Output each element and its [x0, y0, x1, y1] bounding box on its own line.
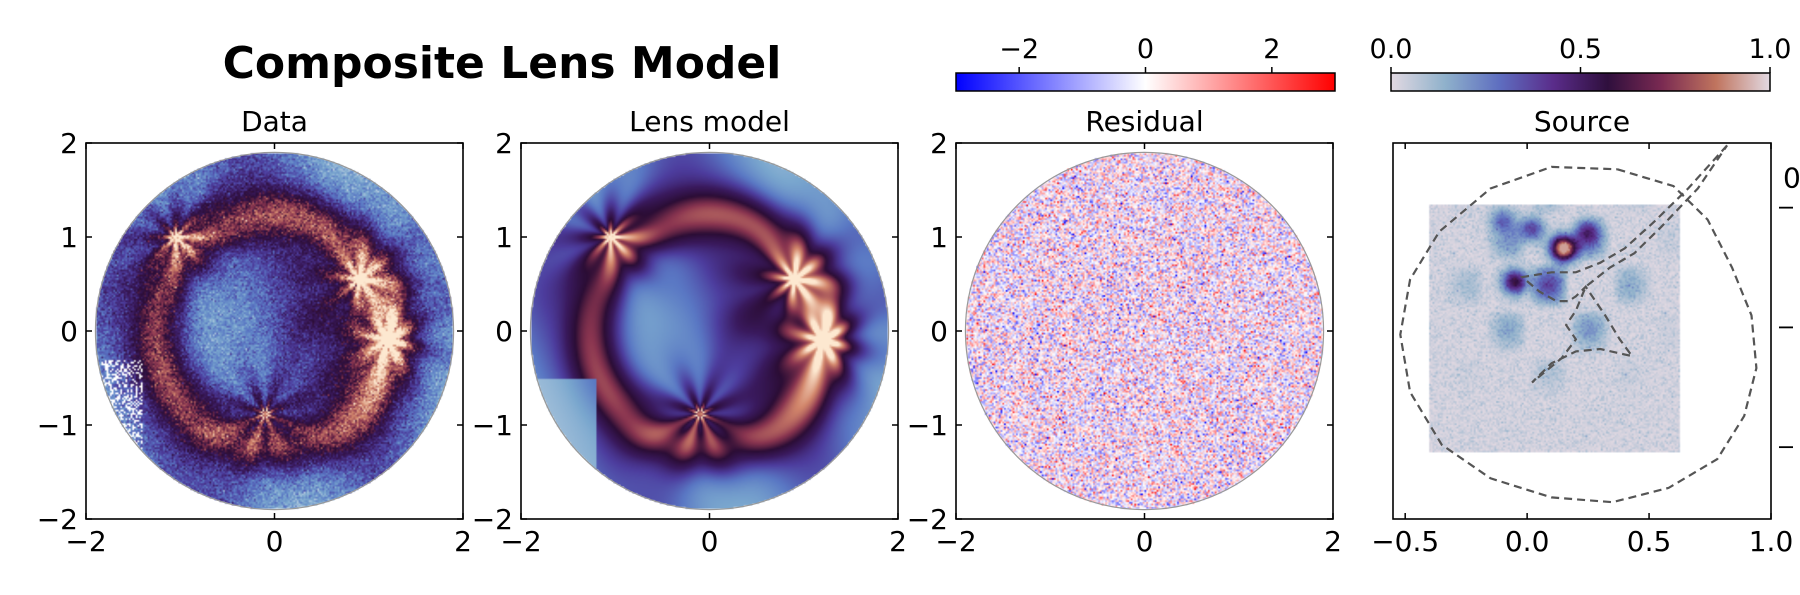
aperture-outline: [964, 151, 1325, 511]
panel-lens-model: Lens model −2 0 2 −2 −1 0 1 2: [472, 105, 907, 558]
source-colorbar: 0.0 0.5 1.0: [1370, 34, 1792, 92]
x-tick-label: 0: [701, 525, 719, 558]
x-tick-label: −2: [65, 525, 106, 558]
y-tick-label-right: 0: [1783, 162, 1800, 195]
panel-image: [86, 143, 463, 519]
panel-title: Source: [1534, 105, 1630, 138]
residual-colorbar: −2 0 2: [955, 34, 1336, 92]
y-tick-label: 2: [60, 127, 78, 160]
y-tick-label: −2: [472, 503, 513, 536]
y-tick-label: 1: [495, 221, 513, 254]
y-tick-label: 1: [60, 221, 78, 254]
y-tick-label: −1: [37, 409, 78, 442]
axes-frame: [1392, 142, 1772, 520]
panel-image: [956, 143, 1333, 519]
x-tick-label: 0: [1136, 525, 1154, 558]
colorbar-tick-label: 1.0: [1749, 34, 1792, 65]
x-tick-label: −2: [935, 525, 976, 558]
critical-curve: [1399, 165, 1758, 504]
x-tick-label: 2: [889, 525, 907, 558]
x-tick-label: −2: [500, 525, 541, 558]
y-tick-label: 0: [60, 315, 78, 348]
panel-image: [1393, 143, 1771, 519]
x-tick-label: 0: [266, 525, 284, 558]
panel-source: Source −0.5 0.0 0.5 1.0 0: [1371, 105, 1800, 558]
y-tick-label: −2: [37, 503, 78, 536]
panel-data: Data −2 0 2 −2 −1 0 1 2: [37, 105, 472, 558]
panel-residual: Residual −2 0 2 −2 −1 0 1 2: [907, 105, 1342, 558]
caustic-line: [1519, 144, 1729, 384]
colorbar-tick-label: −2: [999, 34, 1039, 65]
panel-title: Residual: [1085, 105, 1203, 138]
colorbar-tick-label: 0: [1137, 34, 1154, 65]
aperture-outline: [529, 151, 890, 511]
y-tick-label: −2: [907, 503, 948, 536]
x-tick-label: 2: [1324, 525, 1342, 558]
y-tick-label: −1: [472, 409, 513, 442]
figure-suptitle: Composite Lens Model: [223, 38, 782, 89]
y-tick-label: −1: [907, 409, 948, 442]
x-tick-label: 0.0: [1505, 525, 1550, 558]
colorbar-tick-label: 0.5: [1559, 34, 1602, 65]
colorbar-tick-label: 0.0: [1370, 34, 1413, 65]
panel-title: Lens model: [629, 105, 790, 138]
y-tick-label: 2: [930, 127, 948, 160]
y-tick-label: 0: [930, 315, 948, 348]
panel-title: Data: [241, 105, 308, 138]
x-tick-label: −0.5: [1371, 525, 1439, 558]
x-tick-label: 0.5: [1627, 525, 1672, 558]
panel-image: [521, 143, 898, 519]
y-tick-label: 0: [495, 315, 513, 348]
x-tick-label: 2: [454, 525, 472, 558]
aperture-outline: [94, 151, 455, 511]
y-tick-label: 1: [930, 221, 948, 254]
x-tick-label: 1.0: [1749, 525, 1794, 558]
y-tick-label: 2: [495, 127, 513, 160]
colorbar-tick-label: 2: [1263, 34, 1280, 65]
